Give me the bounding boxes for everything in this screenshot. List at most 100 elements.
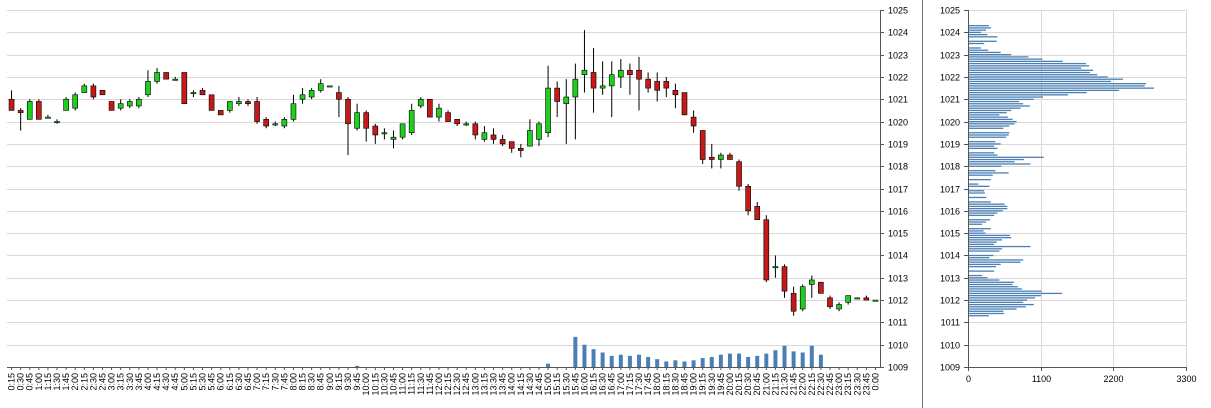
volume-bar	[791, 351, 796, 367]
y-tick-label: 1021	[888, 95, 908, 105]
profile-bar	[969, 98, 1034, 100]
bullish-candle	[381, 132, 388, 135]
x-tick-label: 3:00	[107, 373, 117, 391]
profile-volume-axis: 0 1100 2200 3300	[966, 367, 1197, 384]
bearish-candle	[672, 90, 679, 96]
bullish-candle	[772, 266, 779, 269]
profile-bar	[969, 145, 995, 147]
profile-bar	[969, 299, 1028, 301]
bearish-candle	[163, 72, 169, 80]
x-tick-label: 23:30	[852, 373, 862, 396]
x-tick-label: 7:30	[270, 373, 280, 391]
volume-bar	[655, 359, 660, 367]
profile-bar	[969, 29, 987, 31]
profile-bar	[969, 51, 1001, 54]
profile-bar	[969, 261, 1021, 263]
bullish-candle	[563, 96, 570, 105]
bullish-candle	[317, 83, 324, 91]
bearish-candle	[790, 293, 797, 312]
profile-bar	[969, 265, 997, 268]
profile-bar	[969, 91, 1087, 94]
volume-bar	[627, 355, 632, 367]
x-tick-label: 18:00	[652, 373, 662, 396]
x-tick-label: 3300	[1176, 374, 1196, 384]
volume-bar	[682, 361, 687, 367]
profile-bar	[969, 297, 1036, 299]
bullish-candle	[618, 69, 624, 78]
volume-bar	[809, 345, 814, 367]
volume-bar	[718, 354, 723, 367]
x-tick-label: 4:15	[152, 373, 162, 391]
x-tick-label: 8:00	[288, 373, 298, 391]
profile-bar	[969, 65, 1090, 67]
bullish-candle	[72, 94, 79, 109]
y-tick-label: 1013	[940, 274, 960, 284]
x-tick-label: 21:45	[789, 373, 799, 396]
bearish-candle	[636, 69, 642, 80]
profile-bar	[969, 116, 1008, 118]
profile-bar	[969, 47, 981, 49]
profile-bar	[969, 118, 1013, 121]
x-tick-label: 5:45	[207, 373, 217, 391]
bullish-candle	[272, 123, 279, 126]
profile-bars	[969, 25, 1154, 317]
profile-bar	[969, 141, 996, 143]
profile-bar	[969, 114, 1000, 116]
profile-bar	[969, 290, 1042, 292]
bearish-candle	[427, 98, 433, 118]
y-tick-label: 1021	[940, 95, 960, 105]
bullish-candle	[854, 297, 861, 300]
x-tick-label: 5:15	[188, 373, 198, 391]
profile-bar	[969, 277, 988, 279]
x-tick-label: 1100	[1032, 374, 1051, 384]
x-tick-label: 9:45	[352, 373, 362, 391]
bearish-candle	[690, 116, 697, 127]
x-tick-label: 18:45	[679, 373, 689, 396]
x-tick-label: 14:00	[507, 373, 517, 396]
bullish-candle	[190, 92, 197, 95]
volume-bar	[746, 356, 751, 367]
bearish-candle	[727, 154, 733, 160]
x-tick-label: 4:45	[170, 373, 180, 391]
profile-bar	[969, 178, 991, 181]
profile-bar	[969, 234, 1010, 237]
profile-bar	[969, 42, 985, 45]
volume-bar	[546, 363, 551, 367]
profile-bar	[969, 60, 1063, 63]
x-tick-label: 15:15	[552, 373, 562, 396]
volume-bars	[355, 336, 823, 367]
profile-bar	[969, 312, 1005, 315]
profile-bar	[969, 69, 1094, 71]
y-tick-label: 1020	[888, 118, 908, 128]
x-tick-label: 10:45	[388, 373, 398, 396]
x-tick-label: 2:15	[79, 373, 89, 391]
volume-profile-chart: 1009 1010 1011 1012 1013 1014 1015 1016 1017 1018…	[940, 6, 1197, 385]
profile-bar	[969, 78, 1123, 80]
x-tick-label: 8:15	[298, 373, 308, 391]
bullish-candle	[308, 90, 315, 98]
x-tick-label: 12:30	[452, 373, 462, 396]
y-tick-label: 1023	[940, 51, 960, 61]
profile-bar	[969, 283, 1013, 286]
bullish-candle	[845, 295, 851, 303]
volume-bar	[755, 355, 760, 367]
profile-bar	[969, 161, 1015, 163]
bullish-candle	[436, 107, 442, 118]
profile-bar	[969, 203, 1005, 205]
profile-bar	[969, 127, 1004, 129]
profile-bar	[969, 143, 1001, 145]
x-tick-label: 16:45	[607, 373, 617, 396]
profile-bar	[969, 105, 1030, 107]
bearish-candle	[17, 110, 24, 113]
profile-bar	[969, 27, 991, 29]
bearish-candle	[263, 119, 269, 127]
bullish-candle	[54, 121, 60, 124]
bearish-candle	[199, 90, 206, 96]
profile-bar	[969, 107, 1021, 109]
bearish-candle	[36, 101, 42, 120]
x-tick-label: 16:15	[589, 373, 599, 396]
x-tick-label: 7:15	[261, 373, 271, 391]
y-tick-label: 1016	[888, 207, 908, 217]
bearish-candle	[454, 119, 460, 125]
profile-bar	[969, 310, 1004, 312]
